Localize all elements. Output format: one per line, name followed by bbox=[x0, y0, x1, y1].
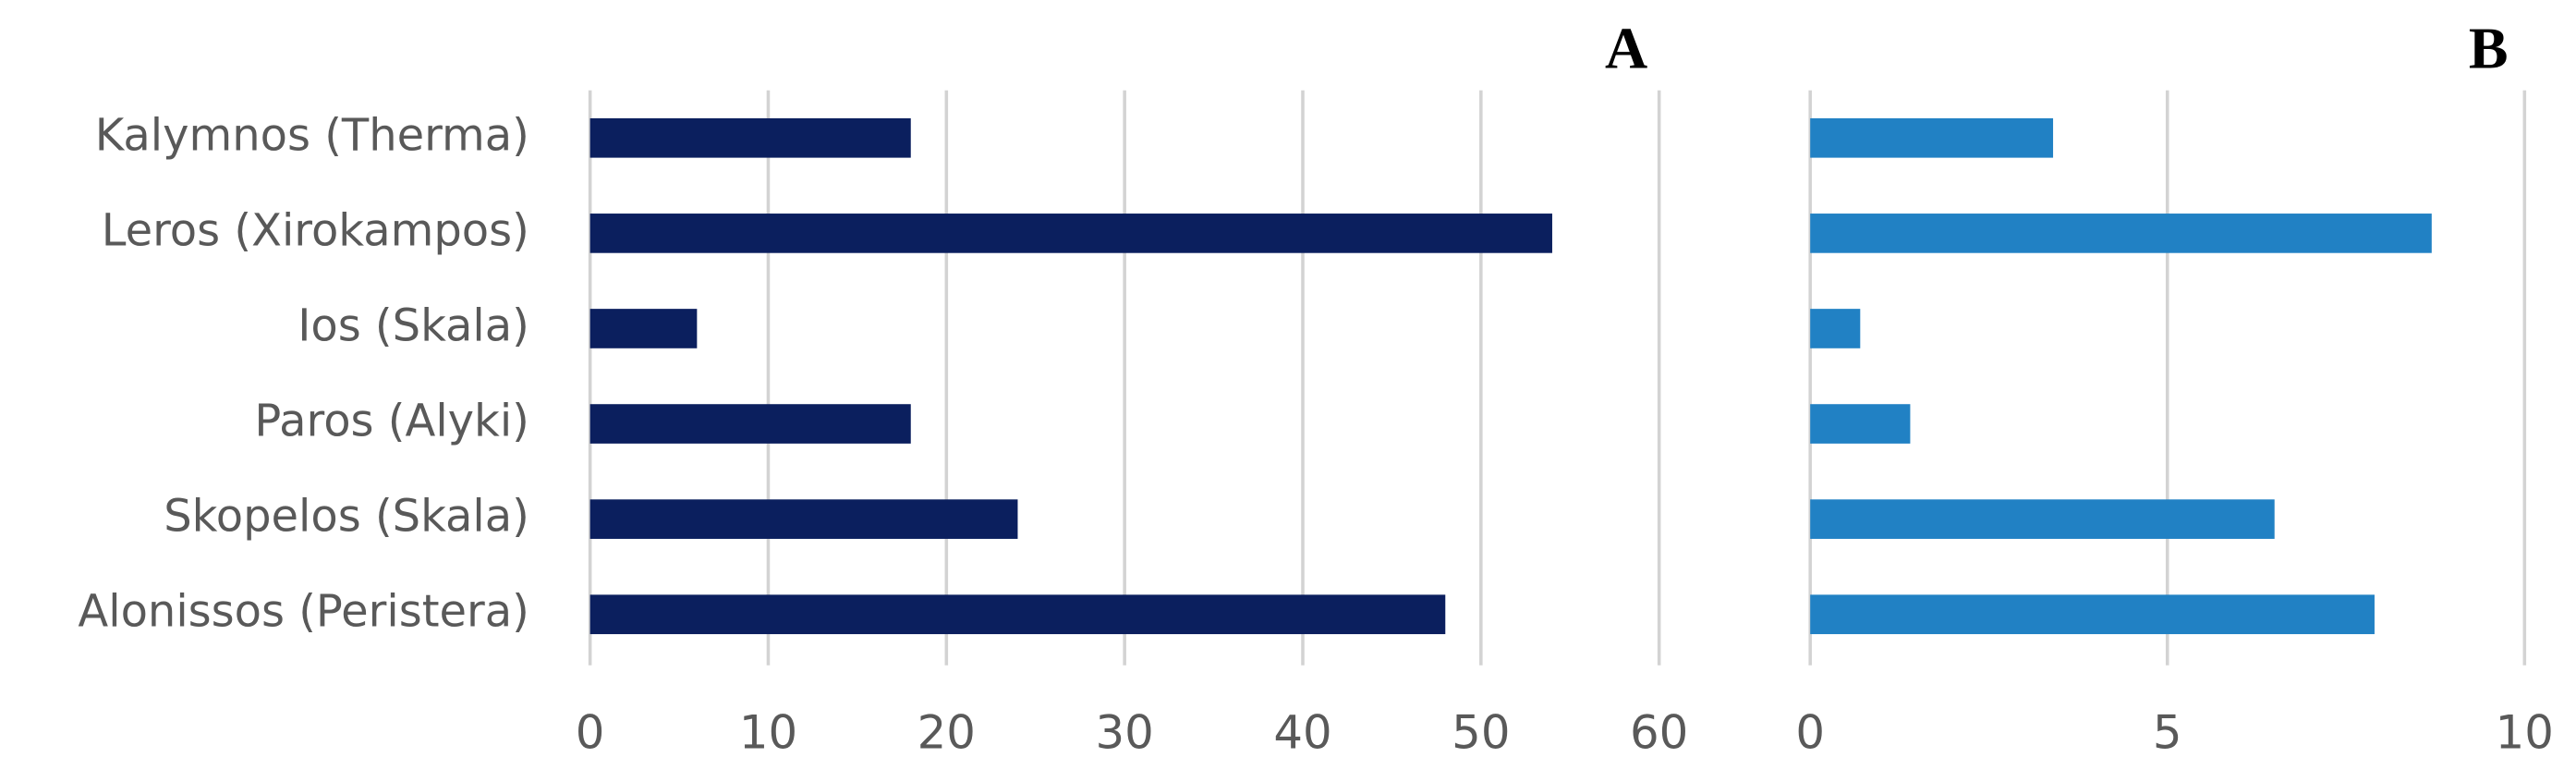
category-label: Ios (Skala) bbox=[298, 299, 529, 351]
panel-title: A bbox=[1605, 15, 1647, 80]
category-label: Skopelos (Skala) bbox=[164, 491, 529, 543]
category-label: Leros (Xirokampos) bbox=[102, 204, 529, 256]
bar bbox=[1810, 117, 2054, 158]
x-tick-label: 0 bbox=[1795, 706, 1825, 760]
bar bbox=[589, 594, 1446, 635]
bar bbox=[1810, 594, 2375, 635]
x-tick-label: 10 bbox=[739, 706, 797, 760]
bar bbox=[1810, 404, 1911, 444]
bar bbox=[589, 404, 911, 444]
bar bbox=[1810, 309, 1861, 348]
x-tick-label: 30 bbox=[1096, 706, 1154, 760]
x-tick-label: 50 bbox=[1452, 706, 1510, 760]
category-label: Alonissos (Peristera) bbox=[78, 586, 529, 638]
category-label: Paros (Alyki) bbox=[254, 396, 529, 447]
x-tick-label: 10 bbox=[2496, 706, 2554, 760]
x-tick-label: 0 bbox=[576, 706, 605, 760]
bar bbox=[1810, 499, 2275, 539]
bar bbox=[589, 214, 1552, 253]
bar bbox=[589, 499, 1018, 539]
bar bbox=[1810, 214, 2432, 253]
x-tick-label: 60 bbox=[1630, 706, 1688, 760]
x-tick-label: 40 bbox=[1273, 706, 1331, 760]
x-tick-label: 20 bbox=[917, 706, 976, 760]
panel-title: B bbox=[2469, 15, 2509, 80]
category-label: Kalymnos (Therma) bbox=[95, 109, 529, 161]
x-tick-label: 5 bbox=[2153, 706, 2182, 760]
bar bbox=[589, 309, 698, 348]
bar bbox=[589, 117, 911, 158]
